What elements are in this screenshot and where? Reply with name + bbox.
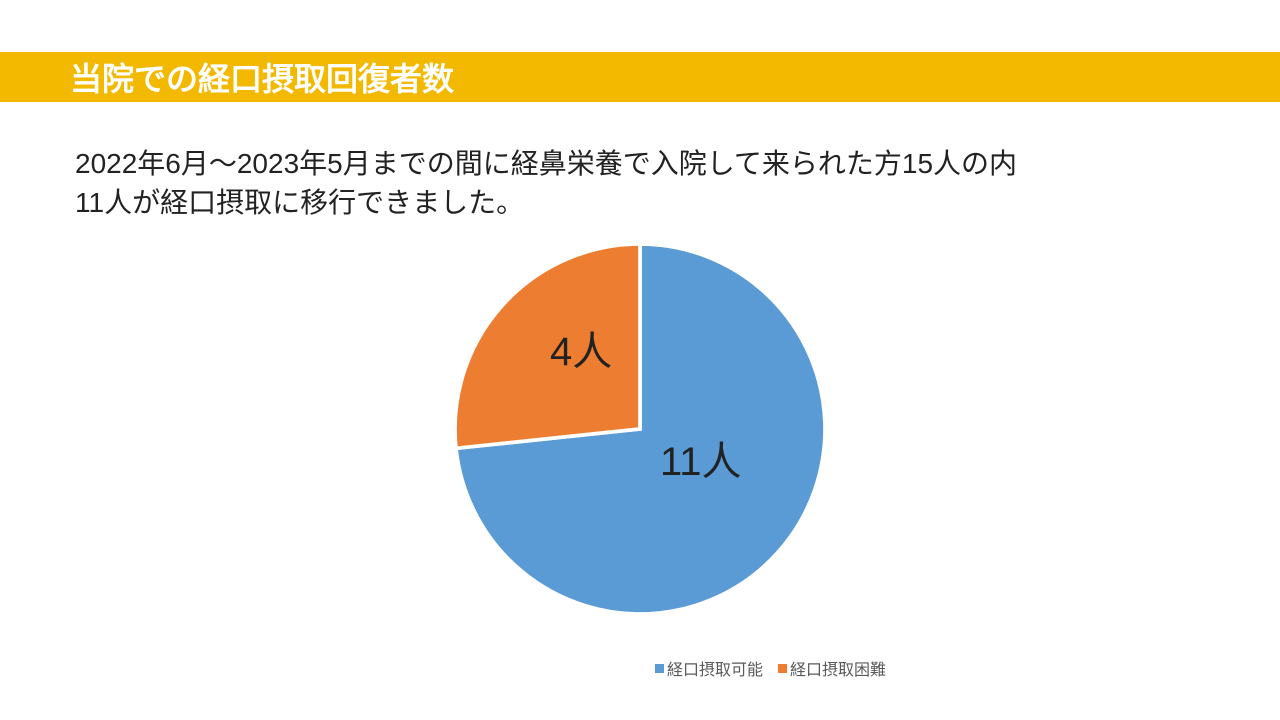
pie-slice-label-1: 4人	[550, 319, 612, 377]
pie-slices	[455, 244, 825, 614]
pie-svg	[455, 244, 825, 614]
legend-swatch-1	[778, 664, 787, 673]
pie-chart-area: 11人 4人	[0, 244, 1280, 614]
pie-slice-1	[455, 244, 640, 448]
legend-swatch-0	[655, 664, 664, 673]
legend-item-1: 経口摂取困難	[778, 656, 886, 680]
chart-legend: 経口摂取可能 経口摂取困難	[655, 656, 886, 680]
description-line-2: 11人が経口摂取に移行できました。	[75, 183, 1205, 222]
pie-chart: 11人 4人	[455, 244, 825, 614]
description-line-1: 2022年6月～2023年5月までの間に経鼻栄養で入院して来られた方15人の内	[75, 144, 1205, 183]
title-bar: 当院での経口摂取回復者数	[0, 52, 1280, 102]
pie-slice-label-0: 11人	[660, 429, 742, 487]
description-block: 2022年6月～2023年5月までの間に経鼻栄養で入院して来られた方15人の内 …	[75, 144, 1205, 222]
legend-label-1: 経口摂取困難	[790, 656, 886, 680]
legend-label-0: 経口摂取可能	[667, 656, 763, 680]
page-title: 当院での経口摂取回復者数	[70, 54, 454, 100]
legend-item-0: 経口摂取可能	[655, 656, 763, 680]
